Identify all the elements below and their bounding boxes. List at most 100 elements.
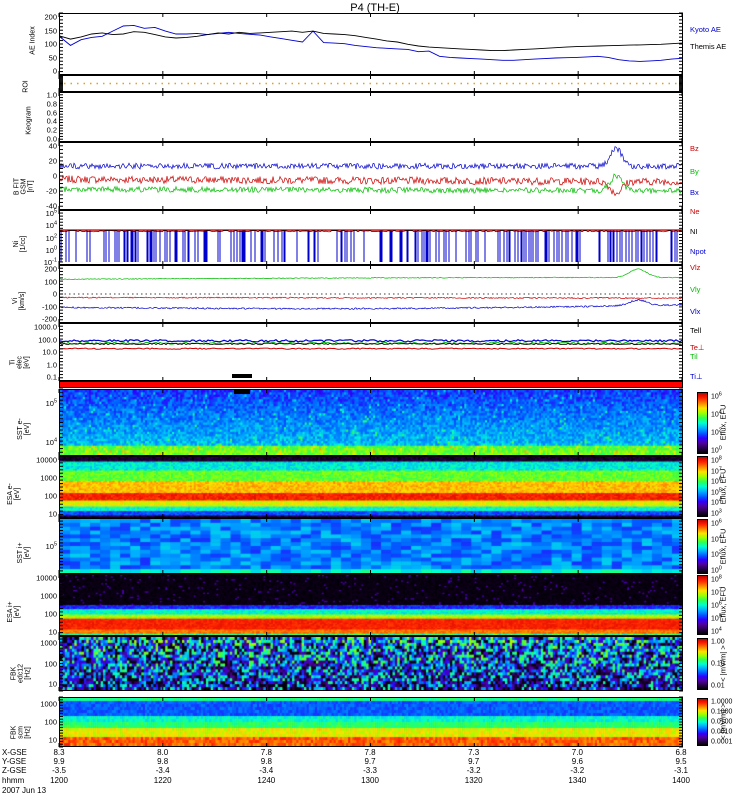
ytick-label: 0.1: [46, 372, 57, 382]
trace-label-tell: Tell: [690, 326, 702, 335]
axis-value: 1340: [568, 775, 587, 785]
ytick-label: 10: [48, 627, 57, 637]
roi-strip-mark: [232, 374, 252, 378]
trace-label-npot: Npot: [690, 247, 706, 256]
panel-fbk-edc12: [59, 636, 683, 691]
colorbar-tick-label: 104: [711, 533, 722, 544]
colorbar-tick-label: 105: [711, 613, 722, 623]
date-label: 2007 Jun 13: [2, 786, 47, 795]
colorbar-title: < |mV/m| >: [718, 703, 728, 740]
ytick-label: -200: [41, 314, 57, 324]
axis-value: -3.4: [155, 766, 170, 776]
ytick-label: 10.0: [42, 347, 57, 357]
colorbar-tick-label: 106: [711, 518, 722, 528]
colorbar-tick-label: 108: [711, 455, 722, 465]
panel-roi: [59, 75, 683, 92]
axis-row-label-hhmm: hhmm: [2, 775, 25, 785]
ylabel-sst-electron: SST e- [eV]: [17, 418, 31, 440]
trace-label-themisae: Themis AE: [690, 42, 727, 51]
axis-value: 7.8: [260, 748, 272, 757]
ylabel-ni: Ni [1/cc]: [13, 235, 27, 253]
axis-value: 7.3: [468, 748, 480, 757]
trace-label-ti: Ti⊥: [690, 372, 703, 381]
panel-ni: [59, 210, 683, 265]
ytick-label: 105: [45, 208, 57, 218]
ylabel-ti: Ti elec [eV]: [9, 356, 31, 369]
colorbar-esa-i: [697, 575, 708, 635]
colorbar-sst-i: [697, 519, 708, 574]
trace-label-by: By: [690, 167, 699, 176]
colorbar-tick-label: 108: [711, 574, 722, 584]
ytick-label: 100: [44, 491, 57, 501]
colorbar-tick-label: 106: [711, 391, 722, 401]
ylabel-sst-ion: SST i+ [eV]: [17, 542, 31, 564]
ytick-label: 100: [44, 276, 57, 286]
colorbar-tick-label: 105: [711, 487, 722, 497]
ytick-label: 102: [45, 233, 57, 243]
spectrogram-canvas: [60, 637, 682, 690]
axis-value: -3.5: [52, 766, 66, 776]
axis-value: 6.8: [675, 748, 687, 757]
ytick-label: 1000: [40, 591, 57, 601]
colorbar-tick-label: 0.0100: [711, 718, 733, 726]
colorbar-tick-label: 102: [711, 549, 722, 559]
colorbar-tick-label: 104: [711, 497, 722, 508]
axis-value: 8.3: [53, 748, 65, 757]
ytick-label: 104: [45, 220, 57, 231]
axis-row-label-xgse: X-GSE: [2, 748, 27, 757]
ytick-label: 0: [52, 66, 57, 76]
axis-value: 9.8: [260, 757, 272, 767]
colorbar-tick-label: 107: [711, 465, 722, 476]
colorbar-tick-label: 1.0000: [711, 698, 733, 706]
spectrogram-canvas: [60, 390, 682, 455]
panel-esa-electron: [59, 456, 683, 518]
ytick-label: 0.0: [46, 134, 57, 144]
colorbar-title: Eflux, EFU: [718, 586, 728, 623]
panel-fbk-scm: [59, 697, 683, 747]
ylabel-vi: Vi [km/s]: [12, 291, 26, 311]
trace-label-vlx: Vlx: [690, 307, 701, 316]
colorbar-tick-label: 103: [711, 508, 722, 518]
trace-label-vly: Vly: [690, 285, 701, 294]
ytick-label: 10000: [36, 455, 57, 465]
axis-value: -3.1: [674, 766, 688, 776]
axis-value: 9.7: [468, 757, 480, 767]
spectrogram-canvas: [60, 575, 682, 635]
trace-label-til: Til: [690, 352, 698, 361]
axis-value: 8.0: [157, 748, 169, 757]
ylabel-fbk-edc12: FBK edc12 [Hz]: [10, 663, 32, 684]
ytick-label: 150: [44, 25, 57, 35]
colorbar-title: Eflux, EFU: [718, 468, 728, 504]
axis-row-label-ygse: Y-GSE: [2, 757, 27, 767]
ytick-label: 50: [48, 52, 57, 62]
trace-label-ni: NI: [690, 227, 698, 236]
spectrogram-canvas: [60, 519, 682, 573]
page-title: P4 (TH-E): [350, 2, 400, 14]
colorbar-title: Eflux, EFU: [718, 528, 728, 564]
panel-sst-electron: [59, 389, 683, 456]
ytick-label: 1000.0: [34, 322, 57, 332]
ytick-label: 1000: [40, 699, 57, 709]
ytick-label: 0.4: [46, 116, 57, 126]
ytick-label: 10: [48, 679, 57, 689]
ytick-label: -100: [41, 301, 57, 311]
ytick-label: 100: [44, 609, 57, 619]
ytick-label: 100: [44, 39, 57, 49]
panel-ae-index: [59, 13, 683, 75]
ytick-label: 1000: [40, 638, 57, 648]
colorbar-tick-label: 0.0001: [711, 738, 733, 746]
ytick-label: 10-1: [43, 257, 57, 267]
roi-strip-mark2: [234, 389, 250, 394]
panel-vi: [59, 265, 683, 323]
panel-keogram: [59, 92, 683, 142]
axis-row-label-zgse: Z-GSE: [2, 766, 27, 776]
axis-value: 1240: [257, 775, 276, 785]
axis-value: -3.3: [363, 766, 377, 776]
panel-sst-ion: [59, 518, 683, 574]
axis-value: 9.7: [364, 757, 376, 767]
ylabel-ae-index: AE Index: [29, 26, 37, 55]
roi-strip: [59, 381, 683, 388]
colorbar-tick-label: 106: [711, 600, 722, 610]
colorbar-tick-label: 1.00: [711, 638, 725, 646]
